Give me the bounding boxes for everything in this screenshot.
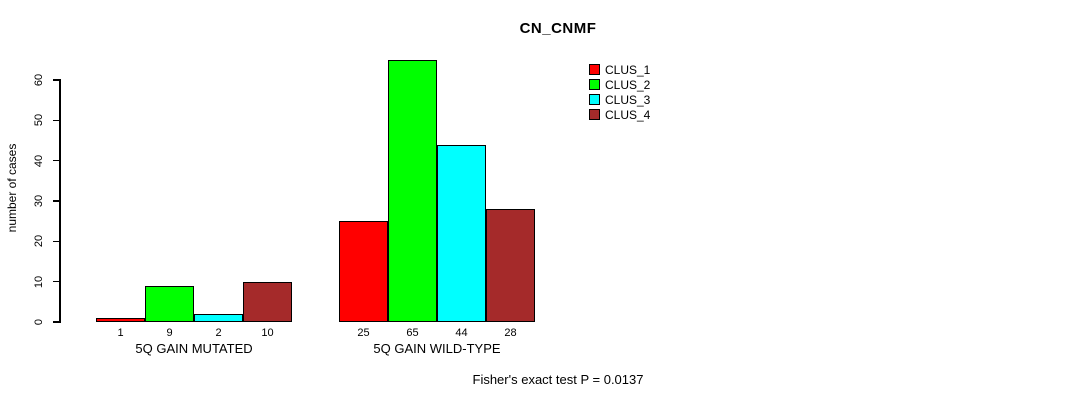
bar-value-label: 44 (455, 327, 468, 339)
bar-value-label: 1 (117, 327, 124, 339)
y-tick-label: 10 (33, 275, 45, 288)
legend-label: CLUS_2 (605, 78, 651, 92)
y-tick-label: 60 (33, 73, 45, 87)
bar-value-label: 10 (261, 327, 274, 339)
y-tick-mark (53, 280, 60, 283)
legend-swatch-clus-4 (589, 109, 600, 120)
y-tick-mark (53, 79, 60, 81)
bar-clus-2-5q-gain-wild-type (388, 60, 437, 322)
bar-clus-4-5q-gain-wild-type (486, 209, 535, 322)
y-tick-mark (53, 119, 60, 122)
bar-value-label: 65 (406, 327, 419, 339)
bar-clus-1-5q-gain-mutated (96, 318, 145, 322)
legend-label: CLUS_4 (605, 108, 651, 122)
y-tick-label: 40 (33, 154, 45, 167)
category-label-5q-gain-wild-type: 5Q GAIN WILD-TYPE (373, 341, 501, 356)
y-tick-mark (53, 159, 60, 162)
y-tick-mark (53, 240, 60, 243)
legend-item-clus-1: CLUS_1 (589, 63, 669, 78)
annotation-text: Fisher's exact test P = 0.0137 (472, 372, 644, 387)
bar-clus-1-5q-gain-wild-type (339, 221, 388, 322)
bar-value-label: 28 (504, 327, 517, 339)
y-tick-label: 20 (33, 235, 45, 248)
y-tick-mark (53, 200, 60, 202)
y-tick-mark (53, 321, 60, 323)
y-tick-label: 30 (33, 194, 45, 208)
bar-value-label: 2 (215, 327, 222, 339)
bar-clus-3-5q-gain-wild-type (437, 145, 486, 322)
bar-clus-4-5q-gain-mutated (243, 282, 292, 322)
y-tick-label: 50 (33, 114, 45, 127)
y-axis-label: number of cases (5, 143, 19, 233)
legend-item-clus-4: CLUS_4 (589, 108, 669, 123)
category-label-5q-gain-mutated: 5Q GAIN MUTATED (135, 341, 253, 356)
bar-value-label: 25 (357, 327, 370, 339)
legend-swatch-clus-2 (589, 79, 600, 90)
bar-clus-3-5q-gain-mutated (194, 314, 243, 322)
legend-label: CLUS_1 (605, 63, 651, 77)
legend-swatch-clus-3 (589, 94, 600, 105)
legend-label: CLUS_3 (605, 93, 651, 107)
legend-item-clus-3: CLUS_3 (589, 93, 669, 108)
legend-item-clus-2: CLUS_2 (589, 78, 669, 93)
legend-swatch-clus-1 (589, 64, 600, 75)
chart-title: CN_CNMF (519, 20, 597, 37)
bar-clus-2-5q-gain-mutated (145, 286, 194, 322)
y-tick-label: 0 (33, 318, 45, 326)
bar-value-label: 9 (166, 327, 173, 339)
